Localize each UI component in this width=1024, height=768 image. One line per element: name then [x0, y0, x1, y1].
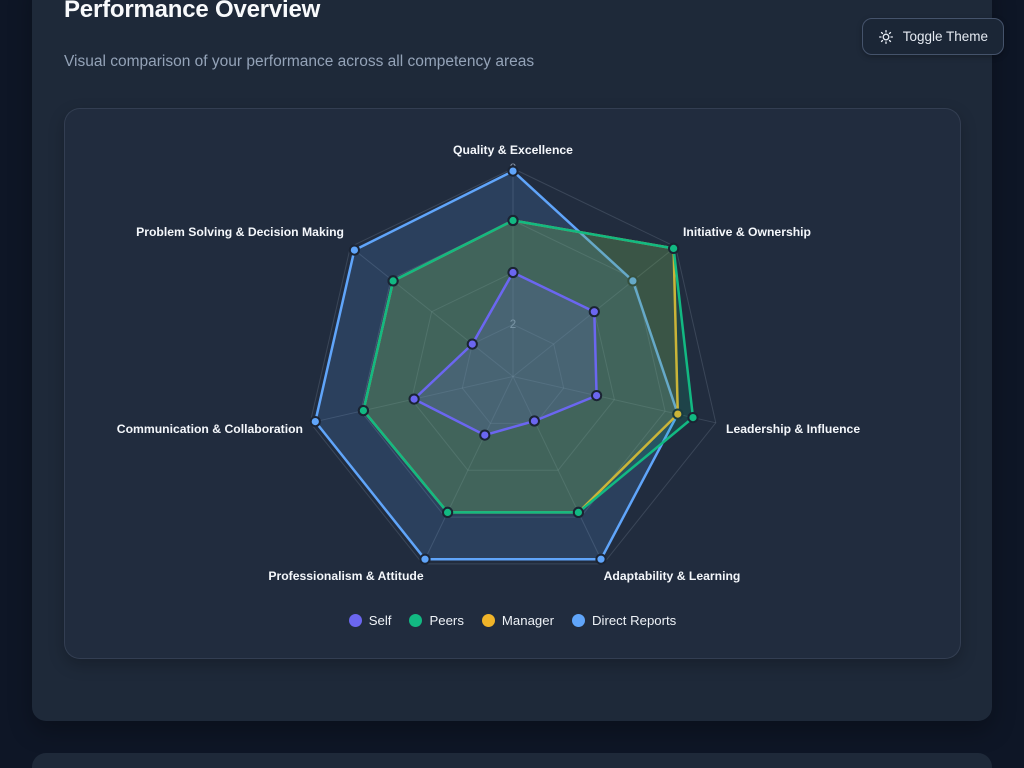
radar-point-peers-professionalism-attitude — [442, 506, 454, 518]
radar-point-direct-reports-quality-excellence — [507, 165, 519, 177]
legend-label-self: Self — [368, 612, 392, 628]
legend-swatch-direct-reports — [571, 613, 585, 627]
radar-point-self-leadership-influence — [591, 390, 603, 402]
chart-legend: Self Peers Manager Direct Reports — [65, 610, 960, 630]
radar-point-peers-communication-collaboration — [357, 405, 369, 417]
legend-swatch-manager — [481, 613, 495, 627]
legend-item-direct-reports[interactable]: Direct Reports — [571, 612, 677, 628]
radar-point-peers-initiative-ownership — [668, 242, 680, 254]
page-subtitle: Visual comparison of your performance ac… — [64, 53, 535, 70]
radar-spoke-professionalism-attitude — [422, 376, 514, 565]
radar-point-peers-quality-excellence — [507, 214, 519, 227]
radar-spoke-problem-solving-decision-making — [350, 246, 514, 377]
legend-label-peers: Peers — [429, 612, 464, 628]
toggle-theme-label: Toggle Theme — [902, 29, 988, 44]
radar-point-peers-adaptability-learning — [572, 506, 585, 518]
axis-label-professionalism-attitude: Professionalism & Attitude — [268, 569, 424, 583]
legend-label-direct-reports: Direct Reports — [591, 612, 677, 628]
radar-spoke-adaptability-learning — [512, 376, 604, 565]
axis-label-initiative-ownership: Initiative & Ownership — [683, 225, 811, 239]
radar-grid-ring-8 — [309, 167, 717, 565]
radar-point-self-professionalism-attitude — [479, 429, 491, 441]
radar-point-direct-reports-communication-collaboration — [309, 416, 321, 428]
sun-icon — [878, 29, 894, 45]
legend-item-manager[interactable]: Manager — [481, 612, 554, 628]
axis-label-problem-solving-decision-making: Problem Solving & Decision Making — [136, 225, 344, 239]
radar-tick-label-2: 2 — [510, 319, 516, 331]
axis-label-leadership-influence: Leadership & Influence — [726, 422, 860, 436]
toggle-theme-button[interactable]: Toggle Theme — [861, 18, 1004, 55]
axis-label-adaptability-learning: Adaptability & Learning — [604, 569, 741, 583]
radar-point-self-initiative-ownership — [588, 306, 600, 318]
radar-point-peers-leadership-influence — [687, 412, 699, 424]
radar-point-self-adaptability-learning — [528, 415, 540, 427]
page-title: Performance Overview — [64, 0, 321, 23]
radar-point-peers-problem-solving-decision-making — [387, 275, 399, 287]
radar-point-self-quality-excellence — [507, 266, 519, 279]
radar-point-direct-reports-problem-solving-decision-making — [348, 244, 360, 256]
radar-point-direct-reports-initiative-ownership — [627, 275, 639, 287]
legend-item-self[interactable]: Self — [348, 612, 392, 628]
legend-swatch-peers — [409, 613, 423, 627]
radar-series-peers — [357, 214, 699, 518]
radar-grid-ring-4 — [411, 271, 615, 471]
radar-area-self — [412, 271, 598, 437]
axis-label-communication-collaboration: Communication & Collaboration — [117, 422, 303, 436]
legend-item-peers[interactable]: Peers — [409, 612, 464, 628]
radar-point-direct-reports-professionalism-attitude — [419, 553, 431, 565]
radar-series-self — [408, 266, 603, 441]
next-section-card — [32, 753, 992, 768]
radar-grid-ring-2 — [461, 323, 565, 424]
radar-point-self-communication-collaboration — [408, 393, 420, 405]
radar-area-peers — [362, 219, 695, 514]
legend-swatch-self — [348, 613, 362, 627]
radar-point-self-problem-solving-decision-making — [466, 338, 478, 350]
radar-point-direct-reports-adaptability-learning — [595, 553, 607, 565]
radar-point-manager-leadership-influence — [672, 408, 684, 420]
axis-label-quality-excellence: Quality & Excellence — [453, 143, 573, 157]
radar-axis-labels: Quality & Excellence Initiative & Ownersh… — [117, 143, 861, 583]
legend-label-manager: Manager — [501, 612, 554, 628]
